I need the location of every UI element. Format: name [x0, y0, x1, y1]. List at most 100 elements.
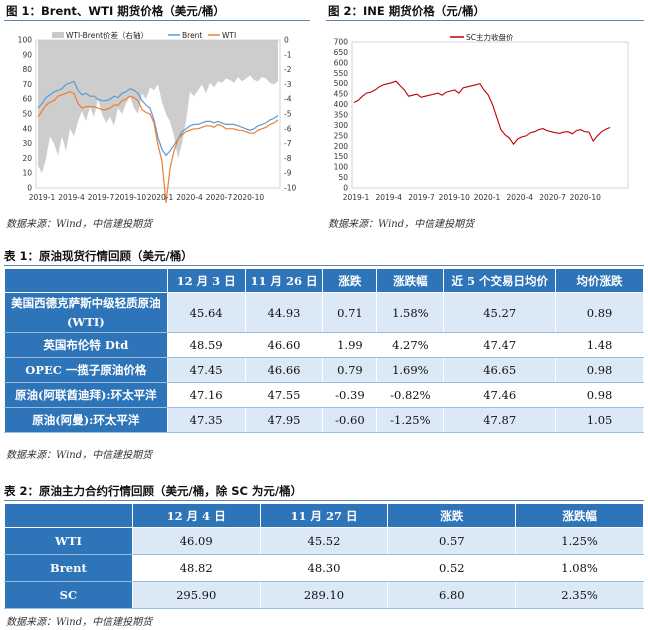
table-row: 原油(阿曼):环太平洋 47.35 47.95 -0.60 -1.25% 47.… — [4, 407, 644, 433]
table-cell: -1.25% — [376, 407, 445, 433]
table1-row-label: OPEC 一揽子原油价格 — [4, 357, 168, 383]
table-row: 原油(阿联酋迪拜):环太平洋 47.16 47.55 -0.39 -0.82% … — [4, 382, 644, 408]
x-axis-tick-label: 2020-4 — [506, 193, 533, 202]
table-cell: 48.82 — [131, 554, 261, 582]
table-cell: 47.95 — [244, 407, 324, 433]
table2-header-row: 12 月 4 日 11 月 27 日 涨跌 涨跌幅 — [4, 503, 644, 528]
table-row: OPEC 一揽子原油价格 47.45 46.66 0.79 1.69% 46.6… — [4, 357, 644, 383]
y-axis-tick-label: 150 — [334, 152, 349, 161]
right-axis-tick-label: 0 — [284, 36, 289, 45]
figure2-source: 数据来源：Wind，中信建投期货 — [328, 219, 475, 230]
table2-header-corner — [4, 503, 133, 528]
table-cell: 1.25% — [515, 527, 644, 555]
table1-header-date2: 11 月 26 日 — [244, 268, 324, 293]
figure1-chart: 0 10 20 30 40 50 60 70 80 90 100 0 -1 -2 -3 -4 -5 -6 -7 -8 -… — [18, 30, 296, 203]
y-axis-tick-label: 700 — [334, 38, 349, 47]
table1-row-label: 原油(阿联酋迪拜):环太平洋 — [4, 382, 168, 408]
right-axis-tick-label: -9 — [284, 169, 292, 178]
table1-row-label: 原油(阿曼):环太平洋 — [4, 407, 168, 433]
table-cell: 45.52 — [259, 527, 389, 555]
left-axis-tick-label: 10 — [22, 169, 32, 178]
left-axis-tick-label: 80 — [22, 65, 32, 74]
y-axis-tick-label: 650 — [334, 48, 349, 57]
table-cell: 47.46 — [443, 382, 557, 408]
x-axis-tick-label: 2019-1 — [29, 193, 56, 202]
table1-title-rule — [4, 265, 644, 266]
right-axis-tick-label: -1 — [284, 50, 292, 59]
table1-source: 数据来源：Wind，中信建投期货 — [6, 450, 153, 461]
table-cell: 1.99 — [322, 332, 378, 358]
legend-brent-label: Brent — [182, 31, 202, 40]
table1-header-change: 涨跌 — [322, 268, 378, 293]
y-axis-tick-label: 100 — [334, 163, 349, 172]
spread-area — [38, 40, 278, 174]
table-cell: 0.98 — [555, 382, 644, 408]
legend-spread-label: WTI-Brent价差（右轴） — [66, 30, 148, 40]
y-axis-tick-label: 450 — [334, 90, 349, 99]
table-cell: 47.87 — [443, 407, 557, 433]
x-axis-tick-label: 2019-7 — [408, 193, 435, 202]
x-axis-tick-label: 2019-4 — [58, 193, 85, 202]
figure1-source: 数据来源：Wind，中信建投期货 — [6, 219, 153, 230]
right-axis-tick-label: -3 — [284, 80, 292, 89]
left-axis-tick-label: 30 — [22, 139, 32, 148]
left-axis-tick-label: 50 — [22, 110, 32, 119]
y-axis-tick-label: 350 — [334, 111, 349, 120]
left-axis-tick-label: 100 — [18, 36, 33, 45]
table2-row-label: WTI — [4, 527, 133, 555]
table2-header-date1: 12 月 4 日 — [131, 503, 261, 528]
figure1-title: 图 1：Brent、WTI 期货价格（美元/桶） — [6, 4, 225, 18]
table-row: WTI 46.09 45.52 0.57 1.25% — [4, 527, 644, 555]
table-cell: 0.79 — [322, 357, 378, 383]
table-cell: 4.27% — [376, 332, 445, 358]
right-axis-tick-label: -5 — [284, 110, 292, 119]
table-cell: 46.66 — [244, 357, 324, 383]
table-cell: 44.93 — [244, 292, 324, 333]
y-axis-tick-label: 550 — [334, 69, 349, 78]
y-axis-tick-label: 300 — [334, 121, 349, 130]
right-axis-tick-label: -2 — [284, 65, 292, 74]
table1-header-corner — [4, 268, 168, 293]
left-axis-tick-label: 90 — [22, 50, 32, 59]
y-axis-tick-label: 400 — [334, 100, 349, 109]
brent-line — [37, 80, 279, 157]
y-axis-tick-label: 600 — [334, 58, 349, 67]
y-axis-tick-label: 0 — [343, 184, 348, 193]
x-axis-tick-label: 2020-4 — [176, 193, 203, 202]
table1-header-row: 12 月 3 日 11 月 26 日 涨跌 涨跌幅 近 5 个交易日均价 均价涨… — [4, 268, 644, 293]
right-axis-tick-label: -10 — [284, 184, 296, 193]
left-axis-tick-label: 60 — [22, 95, 32, 104]
legend-spread-swatch — [52, 32, 64, 38]
x-axis-tick-label: 2019-10 — [439, 193, 471, 202]
table-cell: 48.59 — [166, 332, 246, 358]
right-axis-tick-label: -4 — [284, 95, 292, 104]
right-axis-tick-label: -8 — [284, 154, 292, 163]
table-cell: 0.98 — [555, 357, 644, 383]
right-axis-tick-label: -7 — [284, 139, 292, 148]
figure2-title-rule — [326, 20, 644, 21]
x-axis-tick-label: 2020-1 — [147, 193, 174, 202]
table1-header-avg-change: 均价涨跌 — [555, 268, 644, 293]
table-cell: 47.55 — [244, 382, 324, 408]
y-axis-tick-label: 500 — [334, 79, 349, 88]
y-axis-tick-label: 200 — [334, 142, 349, 151]
table-cell: 48.30 — [259, 554, 389, 582]
table-row: 英国布伦特 Dtd 48.59 46.60 1.99 4.27% 47.47 1… — [4, 332, 644, 358]
legend-wti-label: WTI — [222, 31, 236, 40]
table-cell: 1.69% — [376, 357, 445, 383]
table-cell: 46.60 — [244, 332, 324, 358]
table2-title-rule — [4, 500, 644, 501]
table-cell: 1.48 — [555, 332, 644, 358]
table2-header-change: 涨跌 — [387, 503, 517, 528]
table-cell: 47.35 — [166, 407, 246, 433]
table2-header-change-pct: 涨跌幅 — [515, 503, 644, 528]
table-cell: -0.39 — [322, 382, 378, 408]
figure2-title: 图 2：INE 期货价格（元/桶） — [328, 4, 485, 18]
table-cell: 47.16 — [166, 382, 246, 408]
table1: 12 月 3 日 11 月 26 日 涨跌 涨跌幅 近 5 个交易日均价 均价涨… — [4, 268, 644, 433]
table-cell: 47.47 — [443, 332, 557, 358]
legend-sc-label: SC主力收盘价 — [466, 32, 514, 42]
table-cell: 46.65 — [443, 357, 557, 383]
table-cell: 46.09 — [131, 527, 261, 555]
